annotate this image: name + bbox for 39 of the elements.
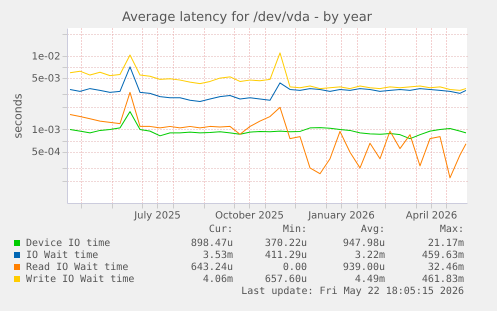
chart-title: Average latency for /dev/vda - by year	[122, 10, 373, 25]
text: 32.46m	[428, 262, 464, 273]
text: 411.29u	[264, 250, 307, 261]
text: 0.00	[282, 262, 307, 273]
text: 898.47u	[190, 238, 233, 249]
x-tick-label: January 2026	[307, 210, 375, 222]
text: 4.06m	[202, 274, 233, 285]
y-axis-title: seconds	[12, 93, 25, 138]
x-tick-label: July 2025	[133, 210, 181, 222]
legend-label: Device IO time	[26, 238, 110, 249]
text: 21.17m	[428, 238, 464, 249]
x-tick-label: April 2026	[406, 210, 458, 222]
y-tick-label: 1e-02	[32, 51, 60, 62]
line-series	[70, 92, 466, 178]
line-series	[70, 111, 466, 140]
text: 3.53m	[202, 250, 233, 261]
text: Max:	[440, 224, 464, 235]
legend-label: Write IO Wait time	[26, 274, 134, 285]
text: 461.83m	[422, 274, 464, 285]
text: 657.60u	[264, 274, 307, 285]
text: 3.22m	[354, 250, 385, 261]
text: Last update: Fri May 22 18:05:15 2026	[241, 286, 464, 297]
text: Min:	[282, 224, 307, 235]
text: Avg:	[360, 224, 385, 235]
text: 459.63m	[422, 250, 464, 261]
line-series	[70, 52, 466, 91]
legend-label: IO Wait time	[26, 250, 98, 261]
legend-label: Read IO Wait time	[26, 262, 128, 273]
text: 4.49m	[354, 274, 385, 285]
text: 947.98u	[342, 238, 385, 249]
x-tick-label: October 2025	[215, 210, 284, 222]
text: 370.22u	[264, 238, 307, 249]
text: 939.00u	[342, 262, 385, 273]
y-tick-label: 5e-03	[32, 74, 60, 85]
line-series	[70, 66, 466, 102]
y-tick-label: 1e-03	[32, 124, 60, 136]
y-tick-label: 5e-04	[32, 147, 60, 158]
text: Cur:	[208, 224, 233, 235]
text: 643.24u	[190, 262, 233, 273]
